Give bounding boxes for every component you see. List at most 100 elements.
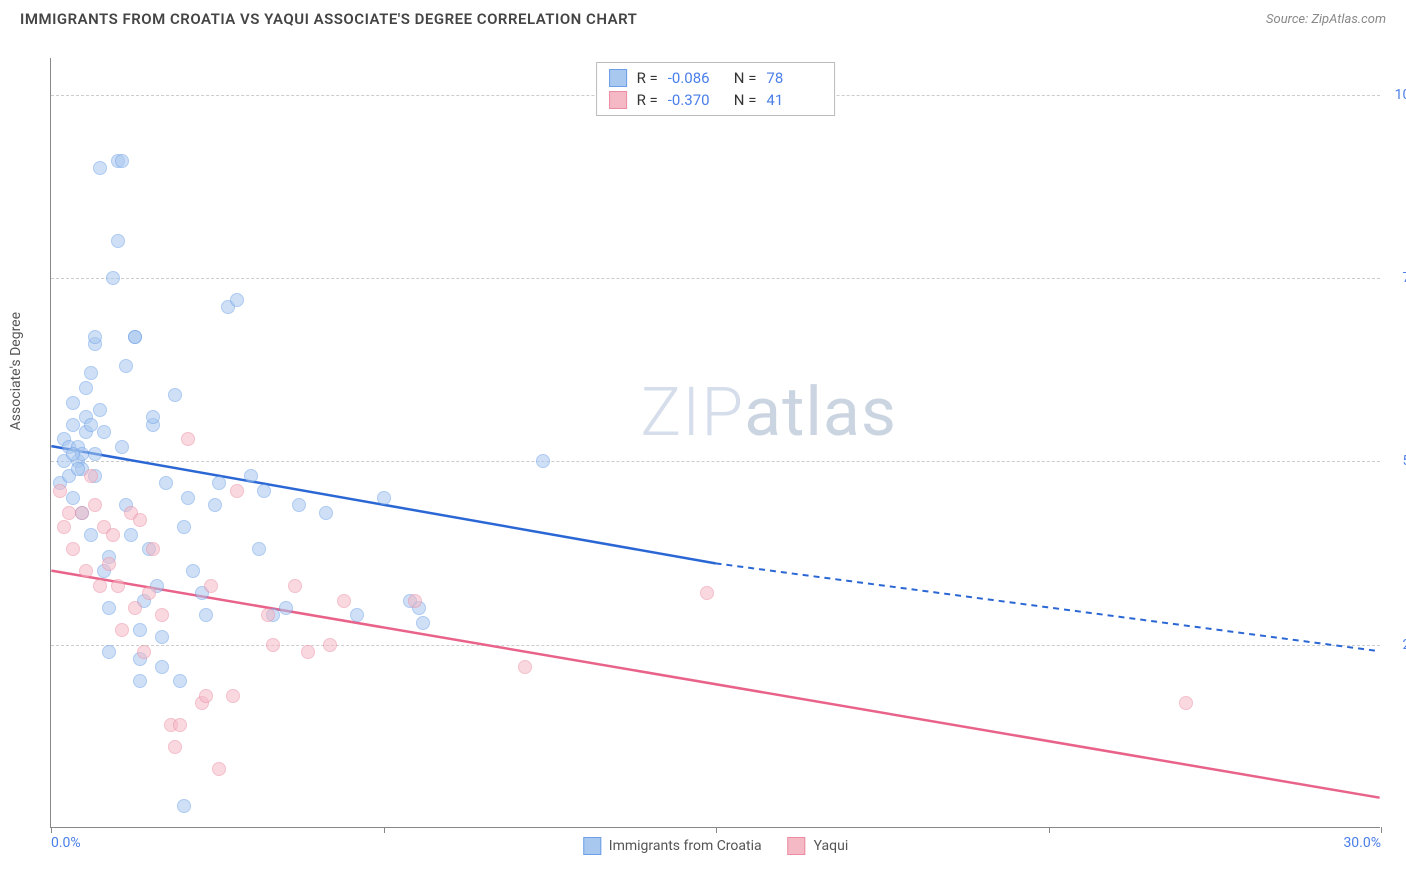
data-point	[177, 520, 191, 534]
data-point	[244, 469, 258, 483]
bottom-legend: Immigrants from Croatia Yaqui	[583, 837, 848, 855]
data-point	[93, 579, 107, 593]
data-point	[119, 359, 133, 373]
data-point	[133, 513, 147, 527]
stats-row: R = -0.370N = 41	[609, 89, 823, 111]
legend-label: Immigrants from Croatia	[609, 838, 762, 854]
data-point	[416, 616, 430, 630]
data-point	[377, 491, 391, 505]
legend-swatch	[788, 837, 806, 855]
gridline	[51, 461, 1380, 462]
stats-legend-box: R = -0.086N = 78R = -0.370N = 41	[596, 62, 836, 116]
x-tick-mark	[1381, 827, 1382, 833]
data-point	[146, 410, 160, 424]
data-point	[137, 645, 151, 659]
data-point	[266, 638, 280, 652]
stat-n-value: 41	[766, 91, 822, 109]
data-point	[102, 557, 116, 571]
data-point	[75, 506, 89, 520]
x-tick-label: 30.0%	[1343, 835, 1381, 851]
data-point	[288, 579, 302, 593]
legend-swatch	[609, 69, 627, 87]
data-point	[111, 579, 125, 593]
data-point	[97, 425, 111, 439]
data-point	[88, 498, 102, 512]
data-point	[181, 432, 195, 446]
data-point	[518, 660, 532, 674]
chart-title: IMMIGRANTS FROM CROATIA VS YAQUI ASSOCIA…	[20, 10, 637, 28]
y-tick-label: 25.0%	[1385, 637, 1406, 653]
data-point	[159, 476, 173, 490]
data-point	[230, 484, 244, 498]
data-point	[173, 674, 187, 688]
watermark: ZIPatlas	[640, 372, 897, 452]
x-tick-mark	[1049, 827, 1050, 833]
data-point	[102, 645, 116, 659]
data-point	[323, 638, 337, 652]
data-point	[79, 381, 93, 395]
data-point	[199, 608, 213, 622]
x-tick-mark	[51, 827, 52, 833]
data-point	[408, 594, 422, 608]
data-point	[292, 498, 306, 512]
chart-plot-area: ZIPatlas 25.0%50.0%75.0%100.0% 0.0%30.0%…	[50, 58, 1380, 828]
data-point	[66, 542, 80, 556]
data-point	[128, 601, 142, 615]
data-point	[102, 601, 116, 615]
data-point	[133, 674, 147, 688]
data-point	[53, 484, 67, 498]
data-point	[84, 528, 98, 542]
data-point	[155, 660, 169, 674]
data-point	[252, 542, 266, 556]
data-point	[212, 476, 226, 490]
data-point	[88, 330, 102, 344]
stat-n-label: N =	[734, 69, 757, 87]
data-point	[177, 799, 191, 813]
data-point	[168, 740, 182, 754]
data-point	[301, 645, 315, 659]
data-point	[88, 447, 102, 461]
chart-header: IMMIGRANTS FROM CROATIA VS YAQUI ASSOCIA…	[0, 0, 1406, 34]
data-point	[66, 447, 80, 461]
data-point	[173, 718, 187, 732]
data-point	[208, 498, 222, 512]
data-point	[115, 440, 129, 454]
legend-item: Yaqui	[788, 837, 849, 855]
data-point	[146, 542, 160, 556]
x-tick-mark	[716, 827, 717, 833]
data-point	[181, 491, 195, 505]
data-point	[337, 594, 351, 608]
data-point	[124, 528, 138, 542]
data-point	[212, 762, 226, 776]
stat-r-value: -0.370	[668, 91, 724, 109]
data-point	[71, 462, 85, 476]
data-point	[133, 623, 147, 637]
data-point	[84, 418, 98, 432]
data-point	[261, 608, 275, 622]
data-point	[115, 623, 129, 637]
gridline	[51, 645, 1380, 646]
data-point	[115, 154, 129, 168]
stat-r-value: -0.086	[668, 69, 724, 87]
stats-row: R = -0.086N = 78	[609, 67, 823, 89]
data-point	[186, 564, 200, 578]
y-tick-label: 75.0%	[1385, 270, 1406, 286]
data-point	[226, 689, 240, 703]
data-point	[106, 271, 120, 285]
data-point	[57, 520, 71, 534]
data-point	[204, 579, 218, 593]
x-tick-mark	[384, 827, 385, 833]
source-credit: Source: ZipAtlas.com	[1266, 12, 1386, 27]
data-point	[350, 608, 364, 622]
regression-lines	[51, 58, 1380, 827]
data-point	[155, 630, 169, 644]
data-point	[142, 586, 156, 600]
data-point	[199, 689, 213, 703]
data-point	[700, 586, 714, 600]
data-point	[168, 388, 182, 402]
regression-line	[51, 571, 1379, 798]
regression-line-extrapolated	[716, 563, 1380, 651]
data-point	[66, 491, 80, 505]
stat-r-label: R =	[637, 91, 658, 109]
legend-label: Yaqui	[814, 838, 849, 854]
